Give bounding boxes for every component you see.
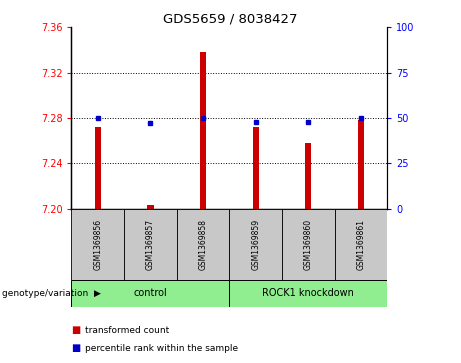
Text: ROCK1 knockdown: ROCK1 knockdown — [262, 288, 354, 298]
Bar — [229, 280, 387, 307]
Bar — [147, 205, 154, 209]
Text: genotype/variation  ▶: genotype/variation ▶ — [2, 289, 101, 298]
Bar — [124, 209, 177, 280]
Bar — [200, 52, 206, 209]
Text: control: control — [134, 288, 167, 298]
Bar — [71, 209, 124, 280]
Text: GSM1369860: GSM1369860 — [304, 219, 313, 270]
Text: ■: ■ — [71, 325, 81, 335]
Text: GSM1369861: GSM1369861 — [356, 219, 366, 270]
Text: GDS5659 / 8038427: GDS5659 / 8038427 — [163, 13, 298, 26]
Text: ■: ■ — [71, 343, 81, 354]
Bar — [95, 127, 101, 209]
Bar — [282, 209, 335, 280]
Bar — [229, 209, 282, 280]
Text: percentile rank within the sample: percentile rank within the sample — [85, 344, 238, 353]
Bar — [71, 280, 230, 307]
Text: GSM1369858: GSM1369858 — [199, 219, 207, 270]
Bar — [358, 120, 364, 209]
Text: GSM1369859: GSM1369859 — [251, 219, 260, 270]
Bar — [335, 209, 387, 280]
Bar — [305, 143, 312, 209]
Bar — [253, 127, 259, 209]
Text: transformed count: transformed count — [85, 326, 170, 335]
Text: GSM1369857: GSM1369857 — [146, 219, 155, 270]
Bar — [177, 209, 229, 280]
Text: GSM1369856: GSM1369856 — [93, 219, 102, 270]
